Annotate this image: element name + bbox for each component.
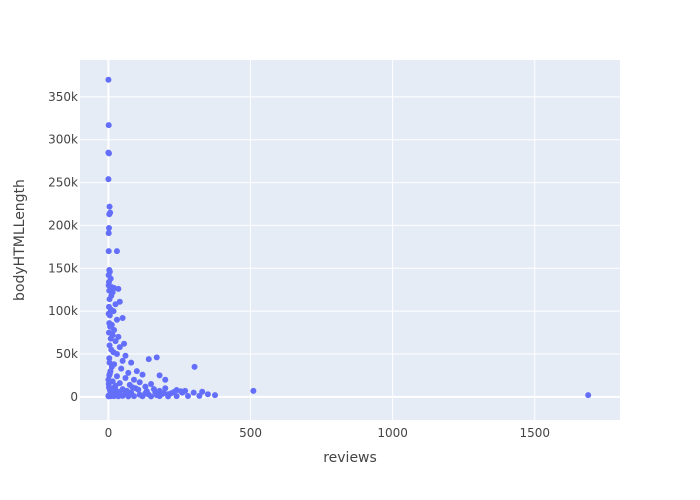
data-point xyxy=(135,386,142,393)
data-point xyxy=(148,393,155,400)
x-axis-title: reviews xyxy=(323,450,377,466)
data-point xyxy=(121,340,128,347)
y-tick-label: 50k xyxy=(56,347,78,361)
data-point xyxy=(139,371,146,378)
data-point xyxy=(156,393,163,400)
y-tick-label: 100k xyxy=(48,304,78,318)
data-point xyxy=(136,379,143,386)
data-point xyxy=(106,296,113,303)
data-point xyxy=(110,308,117,315)
data-point xyxy=(115,285,122,292)
data-point xyxy=(143,388,150,395)
data-point xyxy=(160,390,167,396)
data-point xyxy=(112,338,119,345)
data-point xyxy=(139,393,146,400)
data-point xyxy=(190,389,197,396)
data-point xyxy=(204,391,211,398)
x-axis-ticks: 0 500 1000 1500 xyxy=(105,426,550,440)
data-point xyxy=(113,316,120,323)
y-tick-label: 200k xyxy=(48,218,78,232)
data-point xyxy=(185,393,191,399)
data-point xyxy=(106,359,113,366)
data-point xyxy=(133,368,140,375)
data-point xyxy=(170,389,177,396)
data-point xyxy=(105,225,112,231)
y-tick-label: 300k xyxy=(48,133,78,147)
data-point xyxy=(212,392,218,399)
data-point xyxy=(123,387,130,394)
data-point xyxy=(111,327,118,333)
data-point xyxy=(107,323,114,330)
plot-background xyxy=(80,60,620,420)
data-point xyxy=(111,393,118,400)
data-point xyxy=(105,248,112,255)
data-point xyxy=(106,312,113,319)
data-point xyxy=(156,372,163,379)
x-tick-label: 1500 xyxy=(519,426,550,440)
data-point xyxy=(125,369,132,376)
data-point xyxy=(113,351,120,357)
data-point xyxy=(119,315,126,321)
y-tick-label: 350k xyxy=(48,90,78,104)
data-point xyxy=(105,122,112,129)
x-tick-label: 0 xyxy=(105,426,113,440)
data-point xyxy=(113,373,120,380)
x-tick-label: 500 xyxy=(239,426,262,440)
data-point xyxy=(119,357,126,364)
data-point xyxy=(162,376,169,383)
y-axis-title: bodyHTMLLength xyxy=(12,179,28,301)
data-point xyxy=(128,359,135,366)
data-point xyxy=(116,344,123,351)
data-point xyxy=(105,176,112,183)
data-point xyxy=(112,301,119,308)
data-point xyxy=(165,393,172,400)
data-point xyxy=(131,393,137,400)
data-point xyxy=(196,392,203,399)
data-point xyxy=(129,384,136,391)
data-point xyxy=(152,389,159,396)
y-tick-label: 250k xyxy=(48,176,78,190)
data-point xyxy=(148,381,155,387)
data-point xyxy=(106,211,113,218)
data-points xyxy=(105,76,592,400)
y-tick-label: 150k xyxy=(48,261,78,275)
data-point xyxy=(106,203,113,210)
data-point xyxy=(585,392,592,399)
data-point xyxy=(131,376,137,383)
y-tick-label: 0 xyxy=(70,390,78,404)
data-point xyxy=(142,383,149,390)
data-point xyxy=(105,76,112,83)
data-point xyxy=(177,388,184,395)
data-point xyxy=(118,365,125,372)
data-point xyxy=(119,392,126,399)
x-tick-label: 1000 xyxy=(377,426,408,440)
data-point xyxy=(250,387,257,394)
data-point xyxy=(115,333,122,340)
y-axis-ticks: 0 50k 100k 150k 200k 250k 300k 350k xyxy=(48,90,78,404)
data-point xyxy=(105,381,112,387)
data-point xyxy=(107,335,114,342)
data-point xyxy=(162,385,169,392)
data-point xyxy=(125,393,132,400)
data-point xyxy=(153,354,160,361)
data-point xyxy=(191,363,198,370)
data-point xyxy=(122,375,129,381)
data-point xyxy=(106,355,113,362)
data-point xyxy=(122,352,129,359)
data-point xyxy=(105,230,112,237)
data-point xyxy=(145,356,152,363)
data-point xyxy=(116,388,123,395)
data-point xyxy=(105,150,112,157)
data-point xyxy=(113,248,120,255)
